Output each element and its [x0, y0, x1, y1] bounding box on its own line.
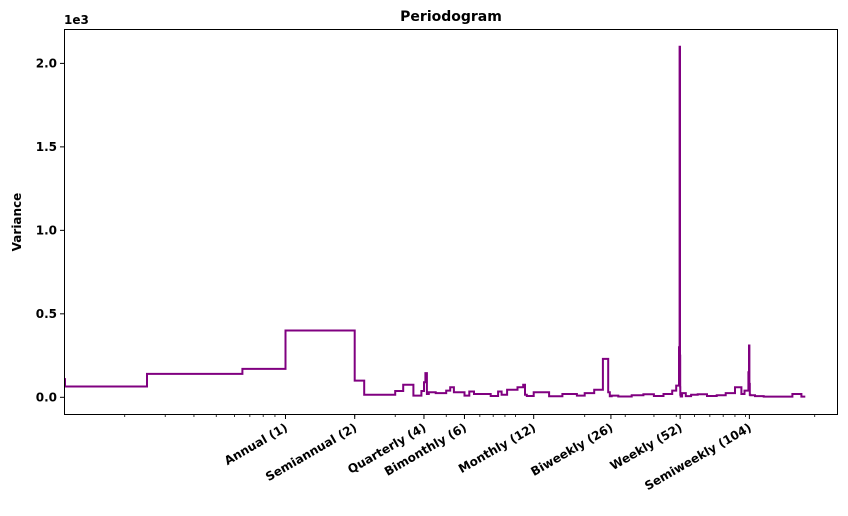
chart-title: Periodogram	[400, 9, 502, 25]
y-tick-label: 0.5	[36, 307, 57, 321]
x-axis-ticks: Annual (1)Semiannual (2)Quarterly (4)Bim…	[222, 414, 754, 493]
y-axis-ticks: 0.0 0.5 1.0 1.5 2.0	[36, 56, 65, 404]
y-tick-label: 1.5	[36, 140, 57, 154]
plot-area-frame	[64, 29, 838, 415]
y-tick-label: 2.0	[36, 56, 57, 70]
x-tick-label: Biweekly (26)	[528, 420, 615, 478]
y-axis-label: Variance	[10, 193, 24, 252]
y-tick-label: 0.0	[36, 390, 57, 404]
y-tick-label: 1.0	[36, 223, 57, 237]
x-tick-label: Monthly (12)	[456, 420, 538, 476]
y-offset-label: 1e3	[64, 13, 89, 27]
x-tick-label: Annual (1)	[222, 420, 290, 467]
periodogram-line	[64, 45, 806, 398]
